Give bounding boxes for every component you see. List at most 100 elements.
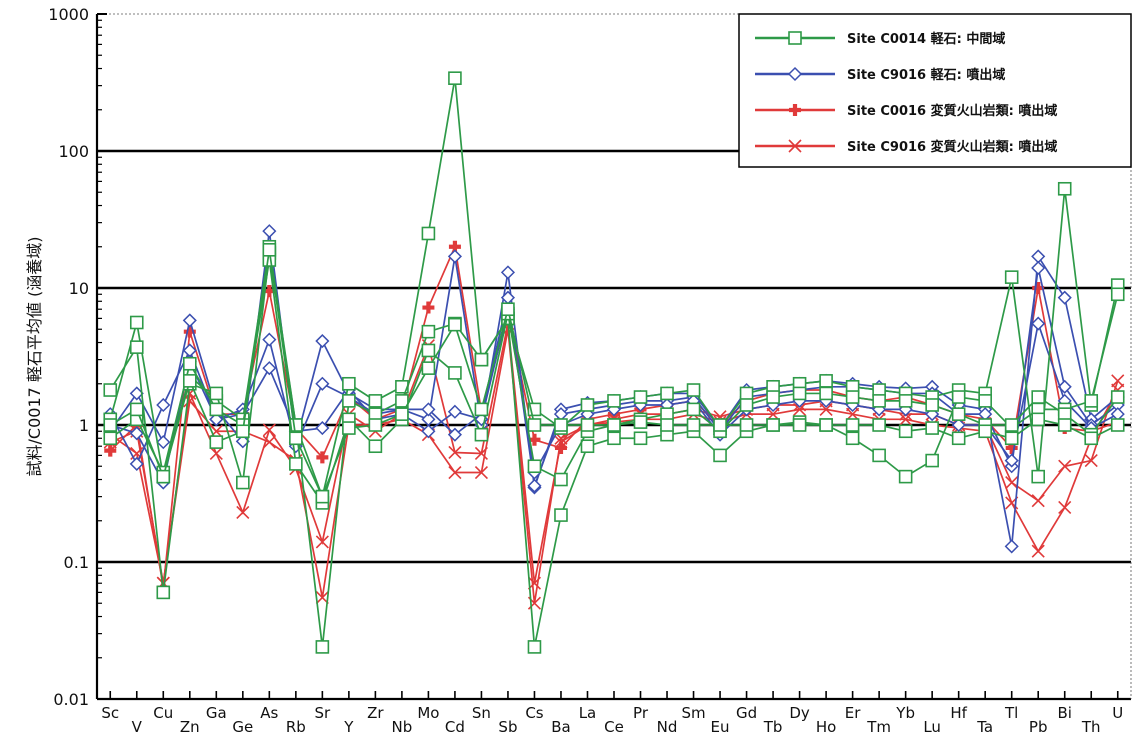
point-x — [1031, 494, 1045, 508]
point-square — [766, 390, 780, 404]
point-x — [1084, 454, 1098, 468]
point-diamond — [156, 435, 171, 450]
point-x — [315, 535, 329, 549]
point-diamond — [315, 333, 330, 349]
series-line — [109, 231, 1119, 547]
point-diamond — [1031, 260, 1046, 276]
point-plus — [789, 104, 801, 116]
point-square — [395, 407, 409, 421]
point-diamond — [1057, 290, 1072, 305]
point-x — [1058, 459, 1072, 473]
point-square — [1110, 390, 1125, 404]
point-square — [395, 394, 409, 408]
point-x — [448, 465, 462, 480]
y-tick-label: 1 — [79, 416, 89, 435]
point-diamond — [421, 424, 436, 439]
x-tick-label: Nb — [392, 718, 413, 736]
point-square — [289, 431, 303, 446]
series-layer — [103, 71, 1125, 654]
x-tick-label: Pb — [1029, 718, 1048, 736]
point-diamond — [951, 417, 966, 433]
x-tick-label: Cd — [445, 718, 465, 736]
x-tick-label: U — [1112, 704, 1123, 722]
point-square — [633, 431, 648, 446]
point-diamond — [182, 313, 197, 328]
point-square — [580, 418, 595, 432]
point-square — [792, 418, 807, 432]
point-square — [129, 315, 144, 330]
point-diamond — [447, 427, 462, 442]
point-square — [607, 394, 621, 408]
x-tick-label: Hf — [950, 704, 967, 722]
point-square — [368, 439, 383, 454]
point-square — [156, 469, 171, 484]
point-square — [951, 431, 966, 446]
x-tick-label: La — [579, 704, 597, 722]
series-diamond — [103, 260, 1125, 493]
point-x — [1058, 500, 1072, 515]
legend: Site C0014 軽石: 中間域 Site C9016 軽石: 噴出域 Site… — [738, 13, 1132, 168]
series-square — [103, 246, 1125, 654]
legend-label: Site C0014 軽石: 中間域 — [847, 31, 1005, 47]
point-x — [1111, 374, 1125, 388]
point-plus — [422, 301, 435, 314]
point-x — [236, 505, 250, 520]
point-square — [421, 324, 436, 339]
point-square — [315, 640, 330, 654]
point-square — [788, 31, 802, 45]
point-square — [342, 376, 356, 391]
point-diamond — [1004, 539, 1019, 554]
point-square — [1031, 390, 1046, 404]
point-square — [739, 386, 754, 401]
point-square — [209, 386, 224, 401]
point-square — [209, 435, 224, 449]
point-square — [633, 390, 648, 404]
point-x — [1031, 544, 1045, 558]
point-square — [819, 418, 833, 432]
x-tick-label: Tl — [1004, 704, 1018, 722]
point-square — [607, 431, 621, 446]
point-x — [819, 402, 833, 416]
point-square — [156, 585, 171, 600]
point-square — [872, 394, 886, 408]
point-x — [448, 445, 462, 460]
point-diamond — [129, 456, 144, 471]
point-square — [448, 317, 462, 332]
x-tick-label: Ta — [976, 718, 993, 736]
point-x — [766, 407, 780, 421]
point-square — [686, 402, 701, 417]
x-tick-label: Ba — [551, 718, 570, 736]
point-plus — [554, 441, 567, 454]
x-tick-label: Pr — [633, 704, 649, 722]
point-square — [368, 394, 383, 408]
point-square — [951, 407, 966, 421]
point-square — [580, 439, 595, 454]
point-square — [1004, 418, 1019, 432]
point-x — [846, 407, 860, 421]
point-square — [686, 418, 701, 432]
point-square — [501, 302, 515, 317]
point-x — [793, 402, 807, 416]
point-plus — [104, 444, 117, 457]
x-tick-label: Lu — [923, 718, 941, 736]
x-tick-label: Eu — [711, 718, 730, 736]
point-square — [182, 374, 197, 388]
x-tick-label: Mo — [417, 704, 439, 722]
point-square — [1084, 431, 1099, 446]
point-plus — [316, 451, 329, 464]
point-square — [448, 366, 462, 380]
x-tick-label: Ce — [604, 718, 624, 736]
x-tick-label: Sr — [315, 704, 332, 722]
legend-box — [738, 13, 1132, 168]
x-tick-label: Ga — [206, 704, 227, 722]
point-square — [845, 418, 860, 432]
point-square — [315, 489, 330, 504]
point-diamond — [1031, 316, 1046, 331]
point-diamond — [527, 478, 542, 493]
legend-label: Site C9016 軽石: 噴出域 — [847, 67, 1005, 83]
series-plus — [104, 240, 1124, 594]
point-square — [182, 356, 197, 371]
point-square — [792, 386, 807, 401]
point-square — [713, 418, 727, 432]
